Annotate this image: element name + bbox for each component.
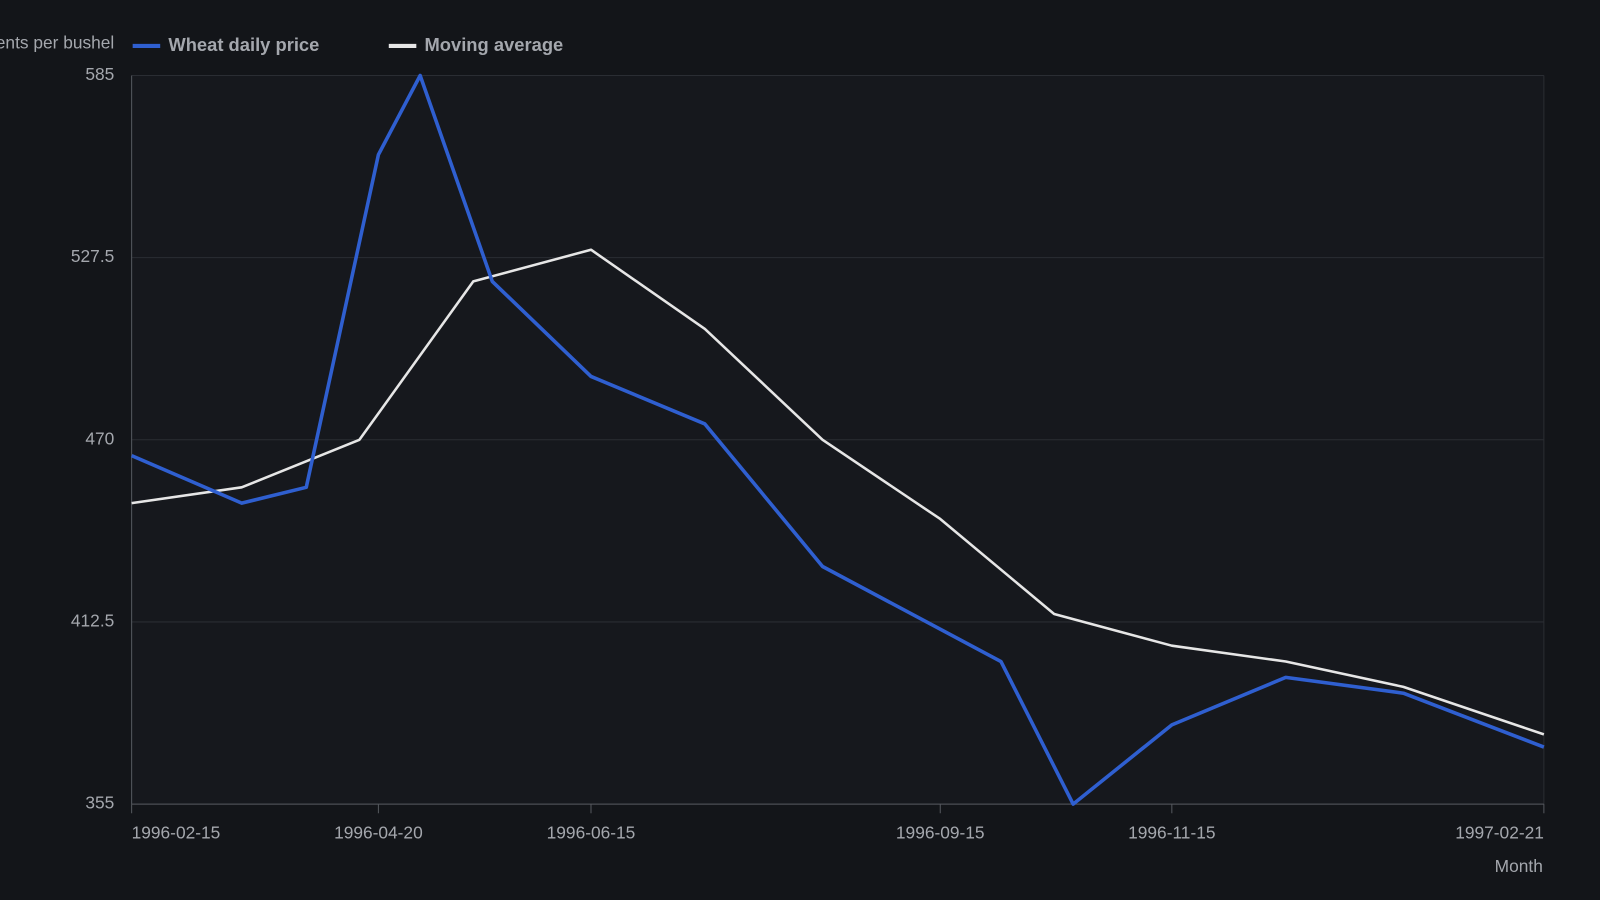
x-axis-label: Month — [1495, 856, 1543, 876]
x-tick-label: 1996-02-15 — [132, 822, 221, 842]
legend-label: Moving average — [424, 34, 563, 55]
x-tick-label: 1996-09-15 — [896, 822, 985, 842]
x-tick-label: 1996-11-15 — [1128, 822, 1215, 842]
y-axis-label: Cents per bushel — [0, 32, 114, 52]
y-tick-label: 585 — [85, 64, 114, 84]
x-tick-label: 1997-02-21 — [1455, 822, 1544, 842]
legend-label: Wheat daily price — [168, 34, 319, 55]
line — [130, 73, 1545, 806]
y-tick-label: 470 — [85, 428, 114, 448]
x-tick-label: 1996-04-20 — [334, 822, 423, 842]
y-tick-label: 355 — [85, 793, 114, 813]
x-tick-label: 1996-06-15 — [547, 822, 636, 842]
y-tick-label: 412.5 — [71, 611, 114, 631]
y-tick-label: 527.5 — [71, 246, 114, 266]
line — [131, 248, 1545, 736]
